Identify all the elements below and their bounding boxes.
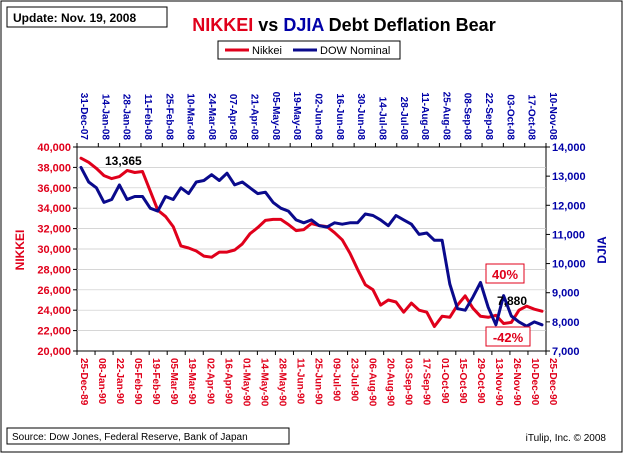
top-tick-label: 25-Aug-08 bbox=[440, 92, 451, 141]
left-tick-label: 32,000 bbox=[37, 224, 71, 236]
bottom-tick-label: 25-Dec-90 bbox=[547, 358, 558, 406]
bottom-tick-label: 05-Mar-90 bbox=[168, 358, 179, 405]
top-tick-label: 05-May-08 bbox=[270, 92, 281, 141]
legend-label-dow: DOW Nominal bbox=[320, 45, 390, 57]
top-tick-label: 10-Nov-08 bbox=[547, 92, 558, 140]
top-tick-label: 14-Jan-08 bbox=[99, 94, 110, 141]
left-tick-label: 20,000 bbox=[37, 346, 71, 358]
top-tick-label: 10-Mar-08 bbox=[185, 93, 196, 140]
top-tick-label: 16-Jun-08 bbox=[334, 93, 345, 140]
left-tick-label: 26,000 bbox=[37, 285, 71, 297]
bottom-tick-label: 29-Oct-90 bbox=[475, 358, 486, 404]
annotation-40-box bbox=[485, 263, 525, 284]
bottom-tick-label: 03-Sep-90 bbox=[403, 358, 414, 406]
left-axis-ticks: 20,000 22,000 24,000 26,000 28,000 30,000 32,0… bbox=[37, 142, 77, 358]
bottom-tick-label: 26-Nov-90 bbox=[511, 358, 522, 406]
top-axis-ticks: 31-Dec-07 14-Jan-08 28-Jan-08 11-Feb-08 25-F… bbox=[76, 92, 558, 147]
grid bbox=[77, 167, 546, 331]
left-tick-label: 30,000 bbox=[37, 244, 71, 256]
chart-title: NIKKEI vs DJIA Debt Deflation Bear bbox=[192, 15, 495, 35]
bottom-tick-label: 05-Feb-90 bbox=[132, 358, 143, 405]
bottom-tick-label: 22-Jan-90 bbox=[114, 358, 125, 405]
top-tick-label: 22-Sep-08 bbox=[483, 93, 494, 141]
top-tick-label: 03-Oct-08 bbox=[504, 94, 515, 140]
bottom-tick-label: 01-May-90 bbox=[240, 358, 251, 407]
right-axis-ticks: 7,000 8,000 9,000 10,000 11,000 12,000 13,000 1… bbox=[546, 142, 586, 358]
bottom-tick-label: 08-Jan-90 bbox=[96, 358, 107, 405]
top-tick-label: 24-Mar-08 bbox=[206, 93, 217, 140]
bottom-tick-label: 02-Apr-90 bbox=[204, 358, 215, 405]
bottom-tick-label: 19-Feb-90 bbox=[150, 358, 161, 405]
top-tick-label: 17-Oct-08 bbox=[526, 94, 537, 140]
bottom-tick-label: 25-Dec-89 bbox=[78, 358, 89, 406]
title-djia: DJIA bbox=[283, 15, 324, 35]
source-label: Source: Dow Jones, Federal Reserve, Bank… bbox=[12, 432, 248, 443]
left-tick-label: 40,000 bbox=[37, 142, 71, 154]
series bbox=[79, 156, 544, 328]
bottom-tick-label: 20-Aug-90 bbox=[385, 358, 396, 407]
left-axis-title: NIKKEI bbox=[13, 230, 27, 271]
top-tick-label: 11-Aug-08 bbox=[419, 92, 430, 140]
right-tick-label: 11,000 bbox=[552, 229, 585, 241]
credit-label: iTulip, Inc. © 2008 bbox=[526, 433, 607, 444]
legend-label-nikkei: Nikkei bbox=[252, 45, 282, 57]
top-tick-label: 28-Jul-08 bbox=[398, 97, 409, 141]
bottom-tick-label: 23-Jul-90 bbox=[349, 358, 360, 402]
top-tick-label: 21-Apr-08 bbox=[249, 94, 260, 141]
bottom-tick-label: 11-Jun-90 bbox=[294, 358, 305, 405]
top-tick-label: 02-Jun-08 bbox=[313, 93, 324, 140]
right-tick-label: 12,000 bbox=[552, 200, 586, 212]
bottom-tick-label: 14-May-90 bbox=[258, 358, 269, 407]
top-tick-label: 28-Jan-08 bbox=[121, 94, 132, 141]
right-tick-label: 9,000 bbox=[552, 288, 580, 300]
bottom-tick-label: 19-Mar-90 bbox=[186, 358, 197, 405]
left-tick-label: 34,000 bbox=[37, 203, 71, 215]
bottom-tick-label: 15-Oct-90 bbox=[457, 358, 468, 404]
left-tick-label: 38,000 bbox=[37, 162, 71, 174]
annotation-dow-high: 13,365 bbox=[105, 154, 142, 168]
bottom-tick-label: 10-Dec-90 bbox=[529, 358, 540, 406]
left-tick-label: 22,000 bbox=[37, 326, 71, 338]
right-tick-label: 7,000 bbox=[552, 346, 580, 358]
bottom-tick-label: 09-Jul-90 bbox=[331, 358, 342, 402]
right-tick-label: 10,000 bbox=[552, 259, 586, 271]
annotation-minus42: -42% bbox=[493, 330, 524, 345]
top-tick-label: 19-May-08 bbox=[291, 92, 302, 141]
bottom-tick-label: 16-Apr-90 bbox=[222, 358, 233, 405]
bottom-tick-label: 01-Oct-90 bbox=[439, 358, 450, 404]
top-tick-label: 31-Dec-07 bbox=[78, 93, 89, 141]
bottom-tick-label: 13-Nov-90 bbox=[493, 358, 504, 406]
top-tick-label: 30-Jun-08 bbox=[355, 93, 366, 140]
bottom-tick-label: 06-Aug-90 bbox=[367, 358, 378, 407]
bottom-tick-label: 25-Jun-90 bbox=[313, 358, 324, 405]
bottom-tick-label: 28-May-90 bbox=[276, 358, 287, 407]
bottom-tick-label: 17-Sep-90 bbox=[421, 358, 432, 406]
legend: Nikkei DOW Nominal bbox=[217, 40, 401, 60]
bottom-axis-ticks: 25-Dec-89 08-Jan-90 22-Jan-90 05-Feb-90 19-F… bbox=[76, 351, 558, 407]
title-rest: Debt Deflation Bear bbox=[324, 15, 496, 35]
right-tick-label: 8,000 bbox=[552, 317, 580, 329]
left-tick-label: 36,000 bbox=[37, 183, 71, 195]
right-axis-title: DJIA bbox=[595, 236, 609, 264]
series-line-dow bbox=[79, 165, 544, 328]
top-tick-label: 11-Feb-08 bbox=[142, 94, 153, 141]
top-tick-label: 14-Jul-08 bbox=[376, 97, 387, 141]
top-tick-label: 07-Apr-08 bbox=[227, 94, 238, 141]
left-tick-label: 28,000 bbox=[37, 264, 71, 276]
annotation-40: 40% bbox=[492, 267, 518, 282]
top-tick-label: 08-Sep-08 bbox=[462, 93, 473, 141]
right-tick-label: 14,000 bbox=[552, 142, 586, 154]
update-label: Update: Nov. 19, 2008 bbox=[13, 11, 136, 25]
update-box bbox=[6, 6, 168, 28]
annotation-dow-low: 7,880 bbox=[497, 294, 527, 308]
right-tick-label: 13,000 bbox=[552, 171, 586, 183]
annotation-minus42-box bbox=[485, 326, 531, 347]
top-tick-label: 25-Feb-08 bbox=[163, 93, 174, 140]
title-nikkei: NIKKEI bbox=[192, 15, 253, 35]
title-vs: vs bbox=[253, 15, 283, 35]
source-box bbox=[6, 427, 290, 445]
left-tick-label: 24,000 bbox=[37, 305, 71, 317]
